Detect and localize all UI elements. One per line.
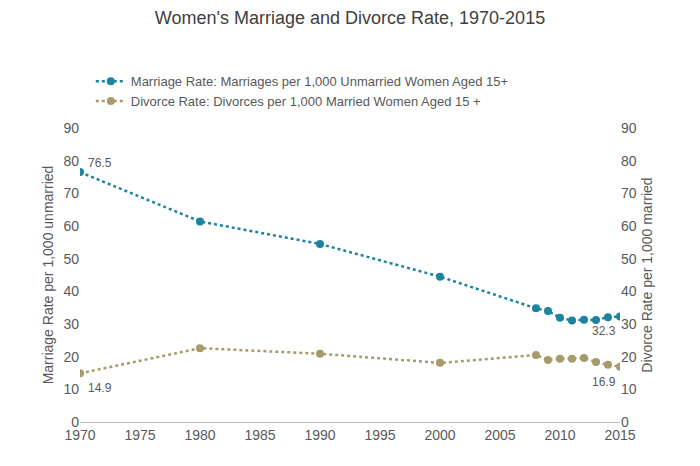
svg-text:40: 40 — [63, 283, 79, 299]
svg-text:1995: 1995 — [364, 427, 395, 443]
svg-text:2010: 2010 — [544, 427, 575, 443]
svg-text:Divorce Rate: Divorces per 1,0: Divorce Rate: Divorces per 1,000 Married… — [131, 94, 481, 109]
svg-text:16.9: 16.9 — [592, 375, 616, 389]
svg-text:10: 10 — [621, 381, 637, 397]
svg-text:50: 50 — [621, 251, 637, 267]
svg-text:60: 60 — [621, 218, 637, 234]
svg-text:2000: 2000 — [424, 427, 455, 443]
svg-text:20: 20 — [63, 349, 79, 365]
svg-text:2015: 2015 — [604, 427, 635, 443]
svg-text:60: 60 — [63, 218, 79, 234]
svg-text:20: 20 — [621, 349, 637, 365]
svg-text:Divorce Rate per 1,000 married: Divorce Rate per 1,000 married — [639, 177, 655, 372]
svg-text:1980: 1980 — [184, 427, 215, 443]
svg-text:32.3: 32.3 — [592, 324, 616, 338]
svg-text:30: 30 — [63, 316, 79, 332]
svg-text:70: 70 — [621, 185, 637, 201]
svg-text:1970: 1970 — [64, 427, 95, 443]
svg-text:40: 40 — [621, 283, 637, 299]
svg-text:30: 30 — [621, 316, 637, 332]
svg-text:Women's Marriage and Divorce R: Women's Marriage and Divorce Rate, 1970-… — [155, 8, 545, 28]
svg-text:1985: 1985 — [244, 427, 275, 443]
svg-text:1975: 1975 — [124, 427, 155, 443]
svg-text:90: 90 — [63, 120, 79, 136]
svg-text:80: 80 — [63, 153, 79, 169]
svg-text:14.9: 14.9 — [88, 381, 112, 395]
svg-text:50: 50 — [63, 251, 79, 267]
svg-text:90: 90 — [621, 120, 637, 136]
svg-text:Marriage Rate per 1,000 unmarr: Marriage Rate per 1,000 unmarried — [40, 166, 56, 385]
svg-text:0: 0 — [71, 414, 79, 430]
svg-text:80: 80 — [621, 153, 637, 169]
svg-text:76.5: 76.5 — [88, 156, 112, 170]
svg-text:0: 0 — [621, 414, 629, 430]
svg-text:Marriage Rate: Marriages per 1: Marriage Rate: Marriages per 1,000 Unmar… — [131, 74, 508, 89]
svg-text:2005: 2005 — [484, 427, 515, 443]
svg-text:70: 70 — [63, 185, 79, 201]
svg-text:1990: 1990 — [304, 427, 335, 443]
svg-text:10: 10 — [63, 381, 79, 397]
